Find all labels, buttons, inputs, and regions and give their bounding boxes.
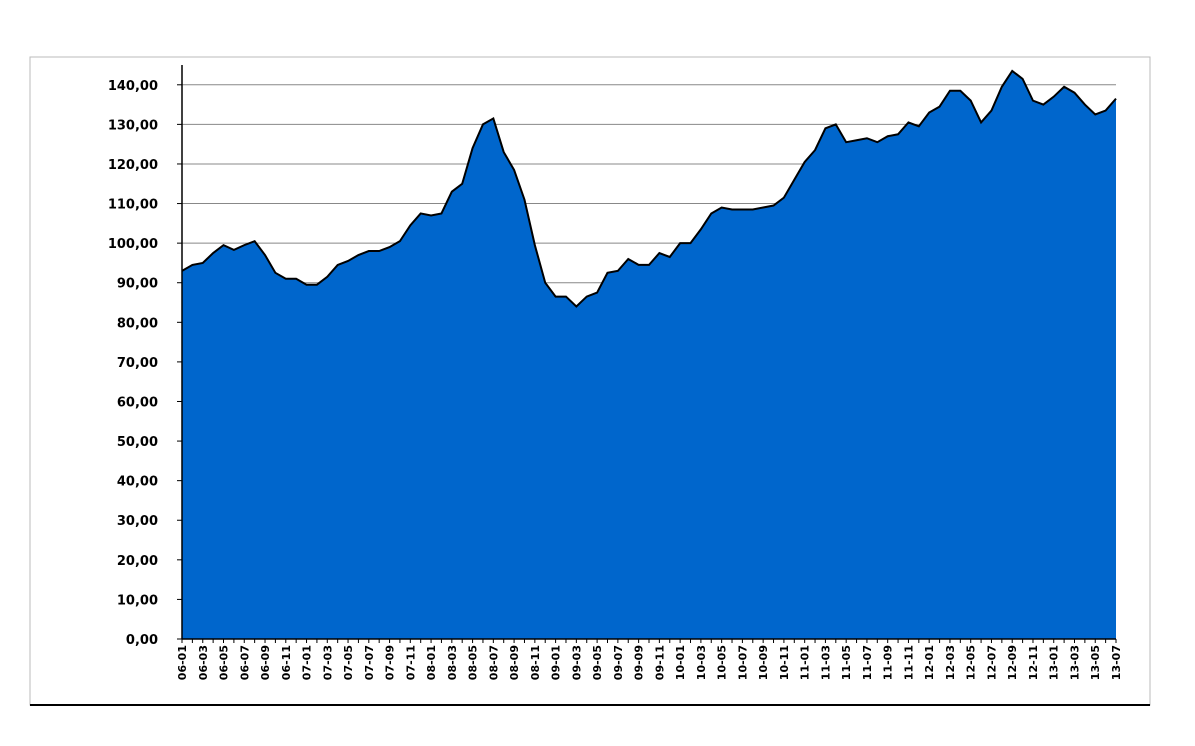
x-tick-label: 13-01 [1048, 645, 1061, 680]
x-tick-label: 10-11 [778, 645, 791, 680]
x-tick-label: 13-05 [1089, 645, 1102, 680]
x-tick-label: 06-05 [218, 645, 231, 680]
x-tick-label: 12-05 [965, 645, 978, 680]
x-tick-label: 10-01 [674, 645, 687, 680]
x-tick-label: 11-01 [799, 645, 812, 680]
y-tick-label: 30,00 [117, 514, 158, 529]
x-tick-label: 12-01 [923, 645, 936, 680]
area-outline [181, 69, 1117, 308]
x-tick-label: 09-03 [570, 645, 583, 680]
x-tick-label: 08-07 [487, 645, 500, 680]
x-tick-label: 06-11 [280, 645, 293, 680]
x-tick-label: 10-09 [757, 645, 770, 680]
y-tick-label: 100,00 [108, 237, 158, 252]
y-tick-label: 140,00 [108, 79, 158, 94]
x-tick-label: 09-07 [612, 645, 625, 680]
x-tick-label: 08-03 [446, 645, 459, 680]
area [182, 70, 1116, 640]
x-tick-label: 09-01 [550, 645, 563, 680]
x-tick-label: 09-05 [591, 645, 604, 680]
x-tick-label: 06-07 [238, 645, 251, 680]
x-tick-label: 08-05 [467, 645, 480, 680]
x-tick-label: 12-07 [985, 645, 998, 680]
x-tick-label: 07-03 [321, 645, 334, 680]
x-tick-label: 10-07 [736, 645, 749, 680]
x-tick-label: 11-11 [902, 645, 915, 680]
x-tick-label: 11-09 [882, 645, 895, 680]
y-tick-label: 80,00 [117, 316, 158, 331]
x-tick-label: 08-01 [425, 645, 438, 680]
x-tick-label: 09-09 [633, 645, 646, 680]
x-tick-label: 10-05 [716, 645, 729, 680]
x-tick-label: 07-11 [404, 645, 417, 680]
x-tick-label: 12-11 [1027, 645, 1040, 680]
x-tick-label: 09-11 [653, 645, 666, 680]
y-tick-label: 60,00 [117, 395, 158, 410]
y-tick-label: 120,00 [108, 158, 158, 173]
x-tick-label: 13-03 [1068, 645, 1081, 680]
y-tick-label: 130,00 [108, 118, 158, 133]
x-tick-label: 08-11 [529, 645, 542, 680]
x-tick-label: 12-03 [944, 645, 957, 680]
y-tick-label: 90,00 [117, 277, 158, 292]
x-tick-label: 07-05 [342, 645, 355, 680]
y-tick-label: 10,00 [117, 593, 158, 608]
x-tick-label: 11-03 [819, 645, 832, 680]
x-tick-label: 07-09 [384, 645, 397, 680]
y-tick-label: 0,00 [126, 633, 158, 648]
x-tick-label: 07-07 [363, 645, 376, 680]
y-tick-label: 110,00 [108, 198, 158, 213]
x-tick-label: 07-01 [301, 645, 314, 680]
x-tick-label: 13-07 [1110, 645, 1123, 680]
x-tick-label: 12-09 [1006, 645, 1019, 680]
x-tick-label: 06-01 [176, 645, 189, 680]
x-tick-label: 11-07 [861, 645, 874, 680]
x-tick-label: 06-09 [259, 645, 272, 680]
x-tick-label: 11-05 [840, 645, 853, 680]
y-tick-label: 20,00 [117, 554, 158, 569]
y-tick-label: 40,00 [117, 475, 158, 490]
y-tick-label: 50,00 [117, 435, 158, 450]
y-tick-label: 70,00 [117, 356, 158, 371]
x-tick-label: 06-03 [197, 645, 210, 680]
x-tick-label: 10-03 [695, 645, 708, 680]
x-tick-label: 08-09 [508, 645, 521, 680]
